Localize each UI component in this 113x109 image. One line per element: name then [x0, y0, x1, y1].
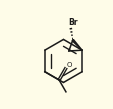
Text: Br: Br: [68, 18, 77, 26]
Text: O: O: [66, 61, 71, 68]
Polygon shape: [72, 39, 81, 50]
